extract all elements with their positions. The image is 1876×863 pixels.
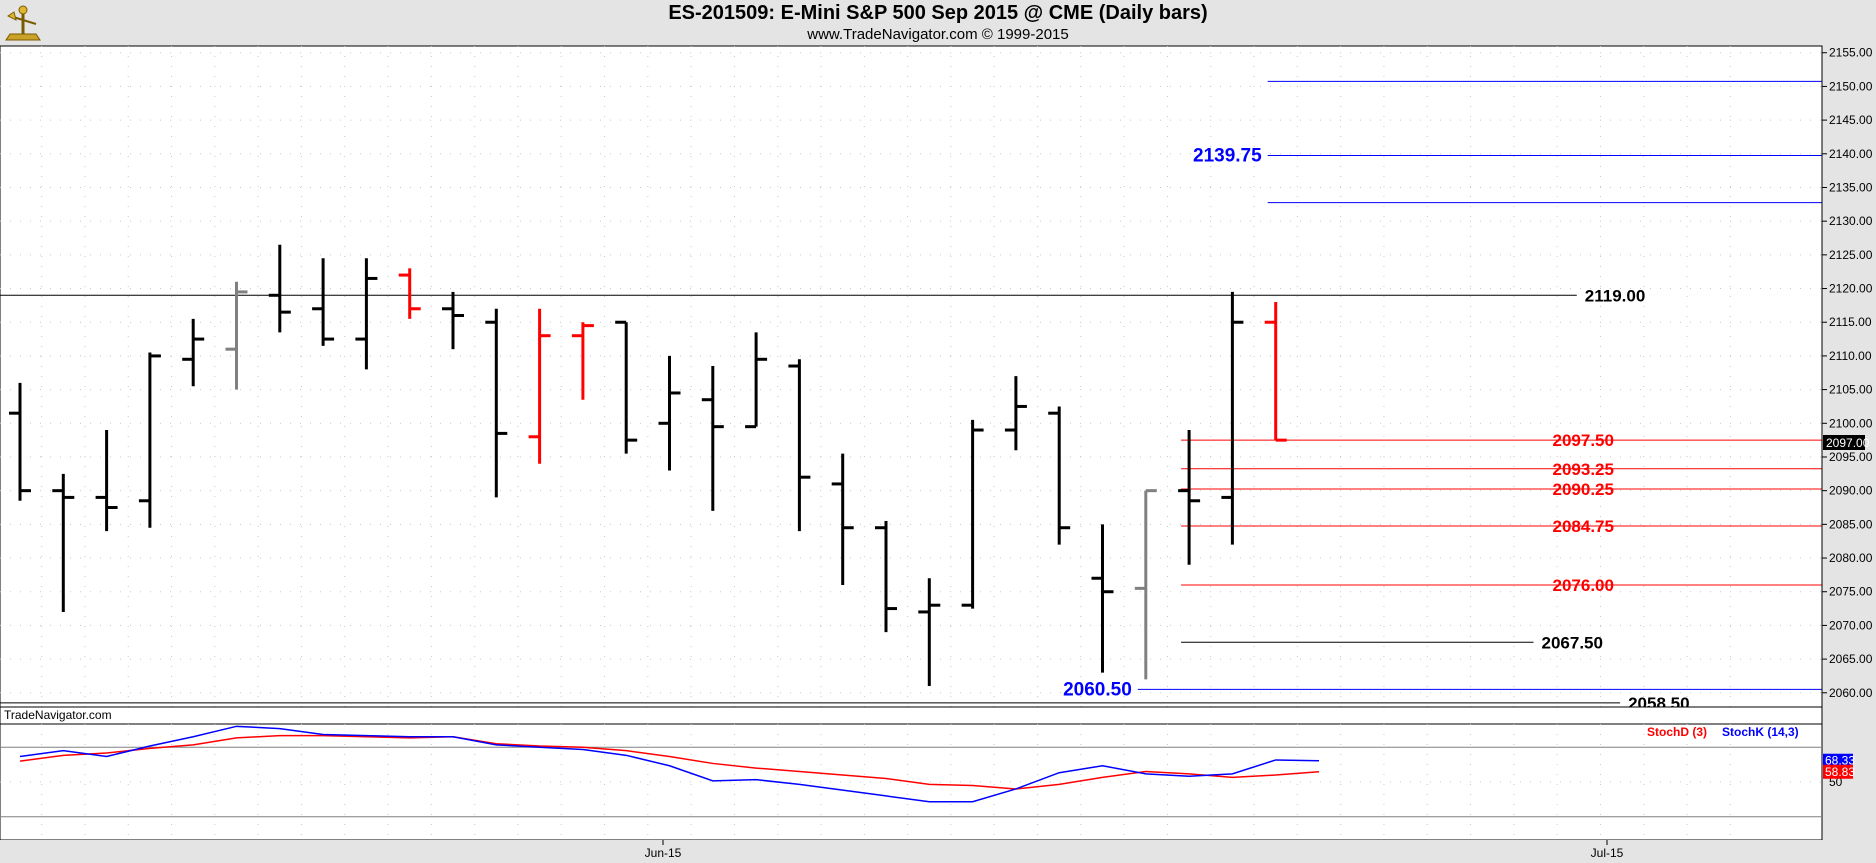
ohlc-bar — [1264, 302, 1287, 442]
ohlc-bar — [182, 318, 205, 387]
stoch-tag-bg — [1823, 753, 1853, 768]
price-panel — [0, 45, 1823, 714]
ohlc-bar — [961, 419, 984, 609]
y-tick-label: 2095.00 — [1829, 450, 1873, 464]
ohlc-bar — [918, 578, 941, 687]
y-tick-label: 2105.00 — [1829, 383, 1873, 397]
y-tick-label: 2110.00 — [1829, 349, 1872, 363]
ohlc-bar — [1178, 430, 1201, 565]
y-tick-label: 2140.00 — [1829, 147, 1873, 161]
ohlc-bar — [1134, 489, 1157, 680]
y-tick-label: 2135.00 — [1829, 180, 1873, 194]
ohlc-bar — [745, 332, 768, 429]
chart-header: ES-201509: E-Mini S&P 500 Sep 2015 @ CME… — [0, 0, 1876, 46]
y-tick-label: 2130.00 — [1829, 214, 1873, 228]
level-label-2139.75: 2139.75 — [1193, 145, 1262, 166]
ohlc-bar — [615, 320, 638, 454]
y-tick-label: 2070.00 — [1829, 618, 1873, 632]
time-axis — [0, 840, 1876, 863]
level-label-2084.75: 2084.75 — [1553, 517, 1614, 536]
panel-credit: TradeNavigator.com — [4, 708, 112, 722]
y-tick-label: 2150.00 — [1829, 79, 1873, 93]
time-axis-labels: Jun-15 Jul-15 — [645, 840, 1624, 860]
stochd-line — [19, 734, 1320, 790]
ohlc-bar — [831, 453, 854, 585]
level-label-2067.50: 2067.50 — [1542, 633, 1603, 652]
price-axis — [1822, 46, 1876, 713]
y-tick-label: 2075.00 — [1829, 585, 1873, 599]
ohlc-bar — [1091, 524, 1114, 673]
chart-title: ES-201509: E-Mini S&P 500 Sep 2015 @ CME… — [668, 2, 1208, 24]
y-tick-label: 2060.00 — [1829, 686, 1873, 700]
ohlc-bar — [225, 281, 248, 390]
y-tick-label: 2090.00 — [1829, 484, 1873, 498]
stochk-line — [19, 725, 1320, 803]
ohlc-bar — [138, 352, 161, 528]
price-axis-ticks: 2155.00 2150.00 2145.00 2140.00 2135.00 2130.… — [1822, 46, 1873, 700]
y-tick-label: 2145.00 — [1829, 113, 1873, 127]
stoch-tag-bg — [1823, 764, 1853, 779]
level-labels: 2150.752139.752132.752119.002097.502093.… — [1063, 145, 1689, 712]
ohlc-bar — [658, 355, 681, 471]
ohlc-bar — [788, 359, 811, 532]
level-label-2060.50: 2060.50 — [1063, 679, 1132, 700]
ohlc-bar — [485, 308, 508, 498]
y-tick-label: 2085.00 — [1829, 517, 1873, 531]
stoch-tag-stochD: 58.83 — [1825, 765, 1855, 779]
last-price-label: 2097.00 — [1826, 436, 1870, 450]
ohlc-bar — [875, 520, 897, 633]
last-price-tag: 2097.00 — [1823, 435, 1870, 450]
trade-navigator-logo-icon — [2, 2, 44, 42]
ohlc-bar — [52, 473, 75, 612]
ohlc-bar — [268, 244, 291, 333]
y-tick-label: 2120.00 — [1829, 282, 1873, 296]
ohlc-bars — [9, 244, 1287, 687]
ohlc-bar — [312, 258, 335, 346]
y-tick-label: 2100.00 — [1829, 416, 1873, 430]
level-label-2090.25: 2090.25 — [1553, 480, 1614, 499]
ohlc-bar — [1221, 291, 1244, 545]
y-tick-label: 2125.00 — [1829, 248, 1873, 262]
level-label-2119.00: 2119.00 — [1585, 286, 1646, 305]
ohlc-bar — [398, 268, 421, 319]
stochastic-lines — [19, 725, 1320, 803]
panel-divider — [0, 706, 1823, 725]
ohlc-bar — [1004, 376, 1027, 451]
stoch-tag-stochK: 68.33 — [1825, 754, 1855, 768]
level-label-2097.50: 2097.50 — [1553, 431, 1614, 450]
y-tick-label: 2155.00 — [1829, 46, 1873, 60]
x-axis-label-Jun-15: Jun-15 — [645, 846, 682, 860]
price-grid — [0, 46, 1822, 713]
y-tick-label: 2115.00 — [1829, 315, 1872, 329]
y-tick-label: 2080.00 — [1829, 551, 1873, 565]
y-tick-label: 2065.00 — [1829, 652, 1873, 666]
level-label-2076.00: 2076.00 — [1553, 576, 1614, 595]
ohlc-bar — [701, 366, 724, 511]
ohlc-bar — [442, 291, 464, 350]
ohlc-bar — [571, 322, 594, 400]
ohlc-bar — [9, 382, 31, 501]
ohlc-bar — [528, 308, 551, 464]
ohlc-bar — [95, 430, 118, 532]
legend-stochd: StochD (3) — [1647, 725, 1707, 739]
ohlc-bar — [1048, 406, 1071, 545]
ohlc-bar — [355, 258, 378, 370]
x-axis-label-Jul-15: Jul-15 — [1591, 846, 1624, 860]
legend-stochk: StochK (14,3) — [1722, 725, 1799, 739]
chart-subtitle: www.TradeNavigator.com © 1999-2015 — [807, 26, 1069, 43]
level-label-2093.25: 2093.25 — [1553, 460, 1614, 479]
